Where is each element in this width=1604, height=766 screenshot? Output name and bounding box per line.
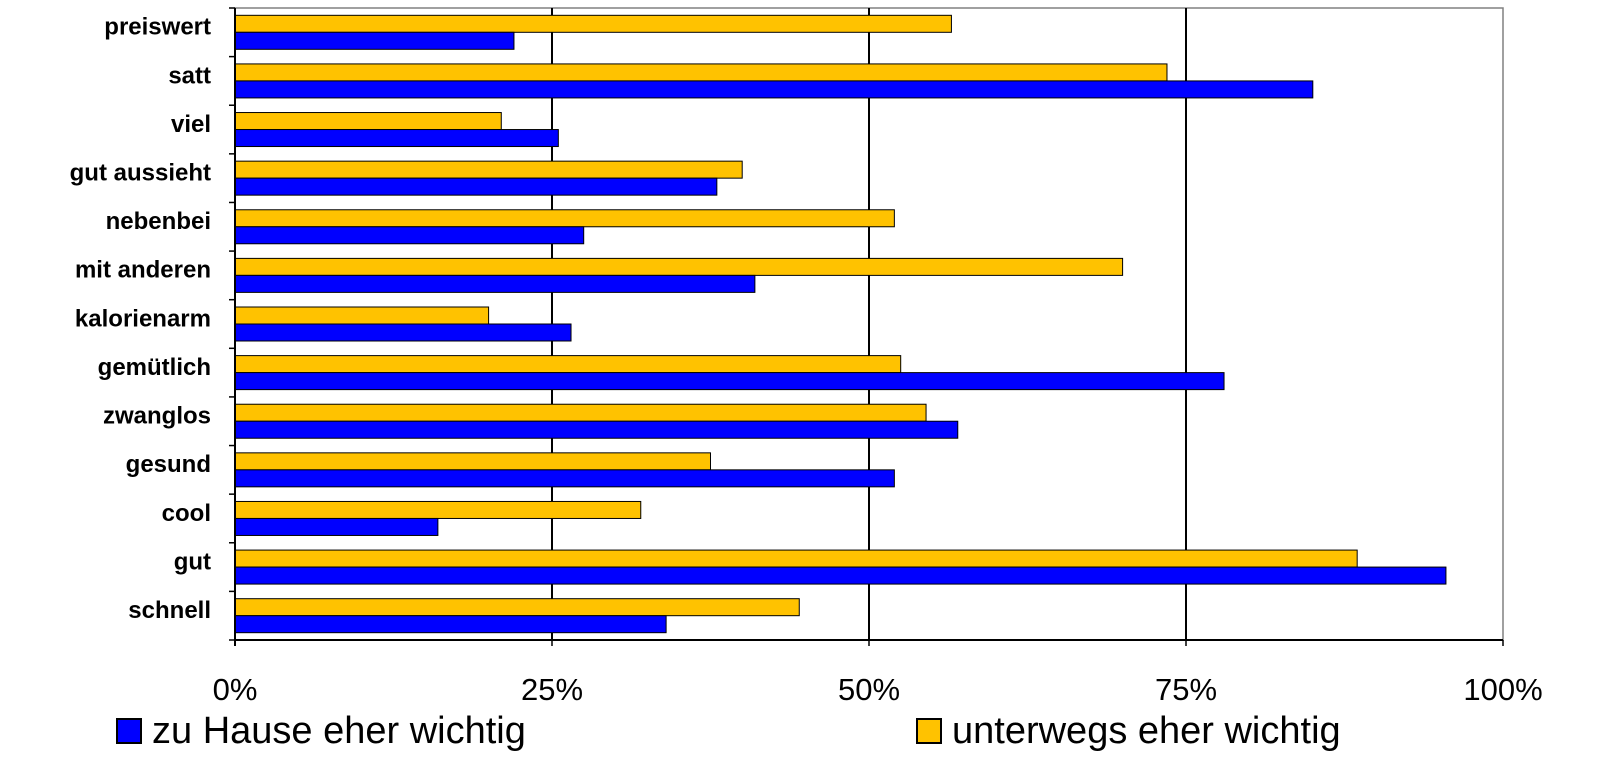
category-label: mit anderen (75, 257, 211, 284)
category-label: preiswert (104, 14, 211, 41)
category-label: cool (162, 500, 211, 527)
bar-unterwegs (234, 452, 711, 471)
bar-zu-hause (234, 469, 895, 488)
category-label: gut aussieht (70, 159, 211, 186)
axes (229, 7, 1504, 646)
x-tick-label: 0% (213, 672, 258, 707)
bar-zu-hause (234, 615, 667, 634)
category-label: viel (171, 111, 211, 138)
bar-zu-hause (234, 566, 1447, 585)
category-label: schnell (128, 597, 211, 624)
bar-unterwegs (234, 306, 490, 325)
bars (234, 14, 1447, 634)
legend-entry-home: zu Hause eher wichtig (116, 706, 526, 756)
bar-zu-hause (234, 517, 439, 536)
legend-label-home: zu Hause eher wichtig (152, 709, 526, 752)
bar-zu-hause (234, 323, 572, 342)
bar-unterwegs (234, 209, 895, 228)
bar-unterwegs (234, 160, 743, 179)
x-tick-labels: 0% 25% 50% 75% 100% (213, 672, 1543, 707)
bar-unterwegs (234, 63, 1168, 82)
category-label: nebenbei (106, 208, 211, 235)
bar-zu-hause (234, 31, 515, 50)
legend-entry-away: unterwegs eher wichtig (916, 706, 1341, 756)
bar-unterwegs (234, 257, 1124, 276)
legend-swatch-away (916, 718, 942, 744)
bar-unterwegs (234, 549, 1358, 568)
bar-unterwegs (234, 14, 952, 33)
bar-zu-hause (234, 274, 756, 293)
category-label: kalorienarm (75, 305, 211, 332)
bar-zu-hause (234, 177, 718, 196)
bar-zu-hause (234, 372, 1225, 391)
category-label: satt (168, 62, 211, 89)
bar-zu-hause (234, 80, 1314, 99)
legend-label-away: unterwegs eher wichtig (952, 709, 1341, 752)
x-tick-label: 50% (838, 672, 900, 707)
x-tick-label: 75% (1155, 672, 1217, 707)
bar-zu-hause (234, 420, 959, 439)
bar-unterwegs (234, 112, 502, 131)
category-label: gesund (126, 451, 211, 478)
bar-zu-hause (234, 129, 559, 148)
legend-swatch-home (116, 718, 142, 744)
bar-unterwegs (234, 403, 927, 422)
category-label: zwanglos (103, 403, 211, 430)
category-label: gemütlich (98, 354, 211, 381)
category-label: gut (174, 548, 211, 575)
category-labels: preiswert satt viel gut aussieht nebenbei mit… (70, 14, 211, 624)
x-tick-label: 25% (521, 672, 583, 707)
bar-zu-hause (234, 226, 585, 245)
bar-unterwegs (234, 598, 800, 617)
bar-unterwegs (234, 500, 642, 519)
x-tick-label: 100% (1463, 672, 1542, 707)
bar-unterwegs (234, 355, 902, 374)
